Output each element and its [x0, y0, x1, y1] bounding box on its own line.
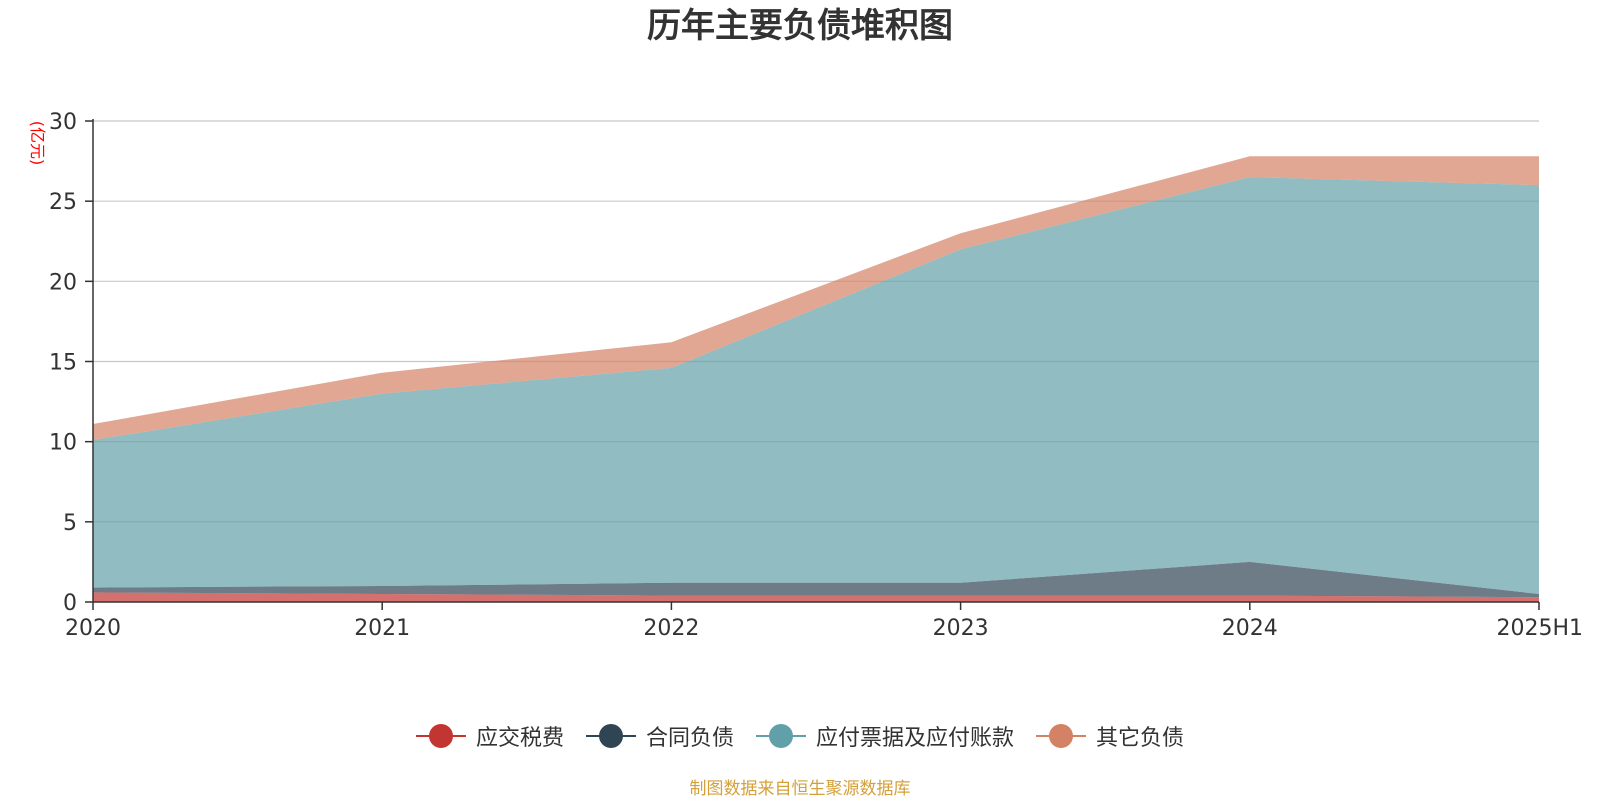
legend-swatch-icon — [756, 724, 806, 748]
legend-swatch-icon — [585, 724, 636, 748]
y-tick-label: 15 — [49, 351, 77, 376]
legend-label: 合同负债 — [645, 726, 734, 751]
legend-label: 其它负债 — [1096, 726, 1185, 751]
y-tick-label: 10 — [49, 431, 77, 456]
area-series-2 — [93, 177, 1539, 594]
axes — [85, 119, 1540, 610]
y-tick-label: 20 — [49, 270, 77, 295]
source-note: 制图数据来自恒生聚源数据库 — [689, 779, 911, 799]
x-tick-label: 2024 — [1222, 616, 1278, 641]
y-tick-label: 30 — [49, 110, 77, 135]
y-tick-label: 5 — [63, 511, 77, 536]
stacked-areas — [93, 156, 1539, 602]
legend-label: 应交税费 — [475, 726, 564, 751]
tick-labels: 0 5 10 15 20 25 30 2020 2021 2022 2023 2024 2025H1 — [49, 110, 1583, 641]
legend-swatch-icon — [415, 724, 466, 748]
area-series-0 — [93, 592, 1539, 602]
legend: 应交税费 合同负债 应付票据及应付账款 其它负债 — [0, 716, 1600, 756]
x-tick-label: 2020 — [65, 616, 121, 641]
legend-item[interactable]: 应交税费 — [415, 720, 564, 752]
y-axis-label: (亿元) — [28, 121, 47, 166]
x-tick-label: 2021 — [354, 616, 410, 641]
x-tick-label: 2023 — [933, 616, 989, 641]
legend-swatch-icon — [1036, 724, 1087, 748]
legend-item[interactable]: 合同负债 — [585, 720, 734, 752]
x-tick-label: 2025H1 — [1496, 616, 1583, 641]
legend-item[interactable]: 应付票据及应付账款 — [756, 720, 1014, 752]
area-series-1 — [93, 561, 1539, 598]
legend-label: 应付票据及应付账款 — [816, 726, 1015, 751]
area-series-3 — [93, 156, 1539, 441]
legend-item[interactable]: 其它负债 — [1036, 720, 1184, 752]
y-tick-label: 25 — [49, 190, 77, 215]
chart-title: 历年主要负债堆积图 — [647, 6, 953, 46]
x-tick-label: 2022 — [643, 616, 699, 641]
y-tick-label: 0 — [63, 591, 77, 616]
